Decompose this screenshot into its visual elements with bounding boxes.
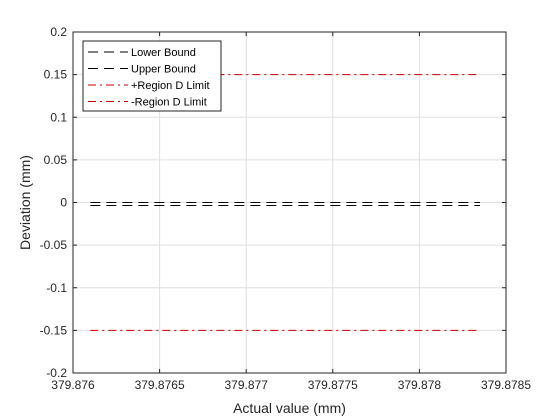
y-tick-label: 0.05 — [44, 153, 68, 167]
legend-box — [82, 40, 222, 112]
y-tick-label: -0.05 — [40, 238, 68, 252]
x-tick-label: 379.876 — [51, 378, 95, 392]
y-tick-label: -0.1 — [46, 281, 67, 295]
y-tick-label: 0.1 — [50, 110, 67, 124]
x-tick-label: 379.8785 — [481, 378, 531, 392]
y-tick-label: 0 — [60, 196, 67, 210]
legend-label: +Region D Limit — [131, 80, 210, 92]
y-tick-label: -0.2 — [46, 366, 67, 380]
x-tick-label: 379.8775 — [308, 378, 358, 392]
legend-label: -Region D Limit — [131, 97, 207, 109]
y-tick-label: 0.15 — [44, 68, 68, 82]
ticks-layer: 379.876 379.8765 379.877 379.8775 379.878 379… — [40, 25, 532, 392]
series-layer — [90, 74, 481, 331]
y-axis-label: Deviation (mm) — [17, 155, 33, 250]
y-tick-label: 0.2 — [50, 25, 67, 39]
x-tick-label: 379.877 — [225, 378, 269, 392]
x-tick-label: 379.8765 — [135, 378, 185, 392]
x-tick-label: 379.878 — [398, 378, 442, 392]
legend-label: Upper Bound — [131, 64, 196, 76]
y-tick-label: -0.15 — [40, 323, 68, 337]
legend: Lower Bound Upper Bound +Region D Limit -Re… — [82, 40, 222, 112]
legend-label: Lower Bound — [131, 47, 196, 59]
x-axis-label: Actual value (mm) — [233, 400, 346, 416]
